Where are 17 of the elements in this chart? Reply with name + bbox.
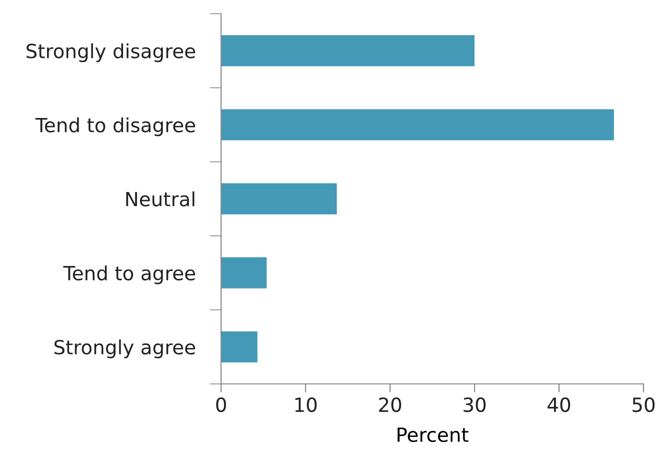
y-tick-label: Strongly disagree	[26, 43, 196, 62]
x-tick-label: 40	[548, 397, 570, 412]
y-tick-label: Tend to agree	[63, 265, 196, 284]
x-axis-title: Percent	[398, 428, 468, 442]
x-tick-label: 20	[379, 397, 402, 412]
bar	[221, 257, 267, 288]
y-tick-label: Strongly agree	[54, 339, 196, 358]
x-tick-label: 50	[632, 397, 655, 412]
x-tick-label: 30	[464, 397, 486, 412]
x-tick-label: 0	[216, 397, 226, 412]
y-tick-label: Neutral	[126, 191, 194, 206]
bar	[221, 35, 475, 66]
bar	[221, 109, 614, 140]
bar	[221, 183, 337, 214]
x-tick-label: 10	[295, 397, 317, 412]
bar	[221, 331, 258, 362]
y-tick-label: Tend to disagree	[35, 117, 196, 136]
